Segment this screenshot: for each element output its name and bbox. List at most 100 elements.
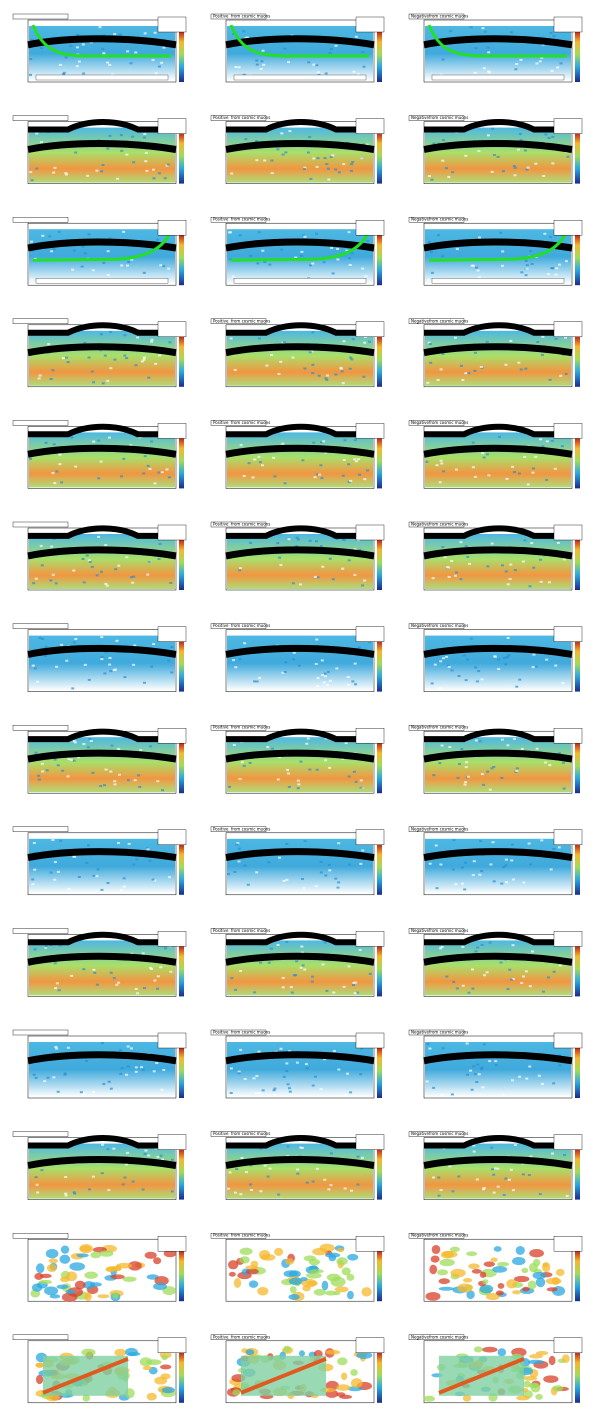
heatmap-cell — [476, 269, 480, 272]
heatmap-blob — [81, 1348, 96, 1357]
heatmap-cell — [464, 781, 468, 784]
profile-band — [225, 644, 375, 658]
heatmap-cell — [283, 47, 287, 50]
heatmap-cell — [266, 1175, 270, 1178]
heatmap-cell — [329, 1184, 333, 1187]
heatmap-cell — [52, 443, 56, 446]
heatmap-blob — [530, 1382, 541, 1393]
heatmap-cell — [157, 558, 161, 561]
heatmap-cell — [431, 577, 435, 580]
heatmap-cell — [159, 264, 163, 267]
heatmap-blob — [516, 1395, 530, 1401]
heatmap-cell — [301, 964, 305, 967]
heatmap-cell — [254, 1092, 258, 1095]
fit-curve — [32, 230, 173, 262]
heatmap-cell — [308, 135, 312, 138]
heatmap-cell — [360, 1047, 364, 1050]
heatmap-cell — [297, 664, 301, 667]
heatmap-cell — [320, 659, 324, 662]
heatmap-blob — [492, 1266, 508, 1273]
heatmap-cell — [445, 975, 449, 978]
heatmap-cell — [490, 1146, 494, 1149]
heatmap-cell — [75, 46, 79, 49]
heatmap-cell — [322, 681, 326, 684]
heatmap-cell — [309, 177, 313, 180]
heatmap-cell — [252, 1077, 256, 1080]
heatmap-cell — [312, 63, 316, 66]
heatmap-cell — [237, 860, 241, 863]
heatmap-cell — [74, 151, 78, 154]
heatmap-cell — [284, 151, 288, 154]
heatmap-cell — [236, 842, 240, 845]
heatmap-cell — [349, 1189, 353, 1192]
heatmap-cell — [342, 340, 346, 343]
heatmap-cell — [281, 442, 285, 445]
heatmap-cell — [320, 477, 324, 480]
heatmap-cell — [143, 455, 147, 458]
heatmap-cell — [118, 33, 122, 36]
heatmap-cell — [504, 858, 508, 861]
heatmap-cell — [87, 1188, 91, 1191]
diagonal — [42, 1356, 129, 1395]
panel-caption: from cosmic muons — [429, 623, 468, 628]
heatmap-cell — [326, 374, 330, 377]
profile-band — [423, 546, 573, 560]
heatmap-blob — [330, 1276, 346, 1287]
heatmap-cell — [452, 839, 456, 842]
heatmap-cell — [303, 968, 307, 971]
panel-caption: from cosmic muons — [231, 725, 270, 730]
heatmap-cell — [104, 651, 108, 654]
heatmap-cell — [322, 440, 326, 443]
heatmap-cell — [229, 1091, 233, 1094]
heatmap-cell — [535, 747, 539, 750]
heatmap-cell — [513, 1144, 517, 1147]
heatmap-cell — [353, 458, 357, 461]
heatmap-cell — [136, 992, 140, 995]
heatmap-cell — [157, 471, 161, 474]
heatmap-cell — [117, 773, 121, 776]
heatmap-cell — [526, 483, 530, 486]
heatmap-cell — [66, 775, 70, 778]
heatmap-cell — [521, 1173, 525, 1176]
panel-title: Positive — [213, 115, 229, 120]
heatmap-cell — [108, 63, 112, 66]
heatmap-cell — [297, 783, 301, 786]
heatmap-cell — [285, 940, 289, 943]
fit-curve — [427, 24, 567, 58]
panel — [12, 216, 187, 286]
heatmap-cell — [237, 66, 241, 69]
heatmap-cell — [255, 140, 259, 143]
heatmap-cell — [471, 874, 475, 877]
heatmap-cell — [125, 556, 129, 559]
panel — [12, 928, 187, 997]
heatmap-cell — [143, 1152, 147, 1155]
heatmap-cell — [443, 556, 447, 559]
fit-box — [233, 74, 367, 81]
heatmap-blob — [163, 1249, 177, 1258]
heatmap-blob — [497, 1348, 507, 1357]
profile-band — [27, 848, 177, 862]
heatmap-cell — [44, 441, 48, 444]
heatmap-cell — [117, 841, 121, 844]
heatmap-cell — [242, 30, 246, 33]
heatmap-cell — [258, 676, 262, 679]
heatmap-cell — [160, 1158, 164, 1161]
heatmap-cell — [432, 142, 436, 145]
heatmap-cell — [278, 856, 282, 859]
heatmap-cell — [474, 739, 478, 742]
stats-box — [355, 626, 385, 642]
heatmap-cell — [154, 362, 158, 365]
title-box — [408, 1131, 465, 1137]
heatmap-cell — [512, 471, 516, 474]
colorbar — [377, 641, 382, 692]
heatmap-cell — [279, 564, 283, 567]
heatmap-cell — [36, 1191, 40, 1194]
heatmap-cell — [431, 1176, 435, 1179]
heatmap-cell — [239, 1048, 243, 1051]
heatmap-cell — [316, 157, 320, 160]
heatmap-cell — [131, 135, 135, 138]
heatmap-cell — [87, 233, 91, 236]
heatmap-cell — [342, 539, 346, 542]
colorbar — [575, 844, 580, 895]
heatmap-blob — [227, 1260, 239, 1270]
